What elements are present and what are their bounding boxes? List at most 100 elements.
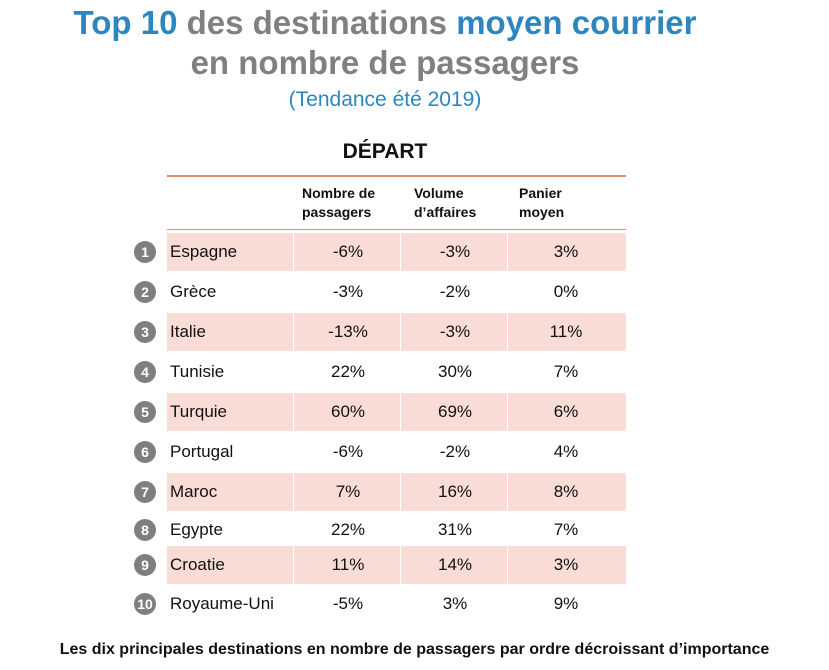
column-separator xyxy=(293,433,294,471)
destination-name: Maroc xyxy=(170,482,218,501)
page-subtitle: (Tendance été 2019) xyxy=(288,88,482,111)
section-heading: DÉPART xyxy=(342,140,428,163)
column-separator xyxy=(400,473,401,511)
value-panier: 11% xyxy=(549,322,583,341)
column-separator xyxy=(293,546,294,584)
table-caption: Les dix principales destinations en nomb… xyxy=(59,641,770,658)
destination-name: Grèce xyxy=(170,282,217,301)
column-header-passagers: Nombre de passagers xyxy=(302,184,375,222)
destination-name: Egypte xyxy=(170,520,223,539)
column-separator xyxy=(400,313,401,351)
column-separator xyxy=(507,393,508,431)
table-row: 4 Tunisie 22% 30% 7% xyxy=(130,353,626,391)
column-separator xyxy=(507,273,508,311)
column-separator xyxy=(293,273,294,311)
row-band xyxy=(167,233,626,271)
value-panier: 3% xyxy=(553,555,579,574)
rank-badge: 5 xyxy=(134,401,156,423)
table-row: 3 Italie -13% -3% 11% xyxy=(130,313,626,351)
value-passagers: -3% xyxy=(332,282,364,301)
column-separator xyxy=(507,233,508,271)
column-separator xyxy=(293,353,294,391)
title-accent-2: moyen courrier xyxy=(456,4,697,41)
column-separator xyxy=(400,273,401,311)
column-separator xyxy=(293,313,294,351)
value-passagers: -13% xyxy=(328,322,368,341)
destination-name: Turquie xyxy=(170,402,228,421)
value-passagers: 22% xyxy=(330,520,366,539)
table-top-rule xyxy=(167,175,626,177)
column-header-line: moyen xyxy=(519,204,565,220)
value-passagers: -5% xyxy=(332,594,364,613)
column-separator xyxy=(400,233,401,271)
rank-badge: 8 xyxy=(134,519,156,541)
column-separator xyxy=(507,313,508,351)
value-passagers: 60% xyxy=(330,402,366,421)
column-separator xyxy=(507,585,508,623)
value-panier: 7% xyxy=(553,362,579,381)
column-header-line: Panier xyxy=(519,185,562,201)
value-volume: 16% xyxy=(437,482,473,501)
destination-name: Royaume-Uni xyxy=(170,594,274,613)
table-row: 8 Egypte 22% 31% 7% xyxy=(130,511,626,549)
column-separator xyxy=(293,233,294,271)
column-header-line: passagers xyxy=(302,204,372,220)
value-volume: 30% xyxy=(437,362,473,381)
page-title-line-2: en nombre de passagers xyxy=(190,44,580,81)
title-accent: Top 10 xyxy=(73,4,178,41)
column-separator xyxy=(293,585,294,623)
column-separator xyxy=(400,546,401,584)
table-row: 5 Turquie 60% 69% 6% xyxy=(130,393,626,431)
column-header-panier: Panier moyen xyxy=(519,184,564,222)
table-row: 7 Maroc 7% 16% 8% xyxy=(130,473,626,511)
row-band xyxy=(167,473,626,511)
destination-name: Croatie xyxy=(170,555,225,574)
column-separator xyxy=(400,433,401,471)
value-volume: -2% xyxy=(439,442,471,461)
value-volume: 31% xyxy=(437,520,473,539)
row-band xyxy=(167,393,626,431)
rank-badge: 9 xyxy=(134,554,156,576)
column-separator xyxy=(400,511,401,549)
destination-name: Espagne xyxy=(170,242,238,261)
value-panier: 3% xyxy=(553,242,579,261)
value-passagers: 22% xyxy=(330,362,366,381)
page-title: Top 10 des destinations moyen courrier xyxy=(0,4,770,42)
column-separator xyxy=(507,511,508,549)
destination-name: Tunisie xyxy=(170,362,225,381)
value-panier: 6% xyxy=(553,402,579,421)
value-volume: -2% xyxy=(439,282,471,301)
value-panier: 7% xyxy=(553,520,579,539)
title-mid: des destinations xyxy=(177,4,457,41)
rank-badge: 1 xyxy=(134,241,156,263)
column-separator xyxy=(400,353,401,391)
column-separator xyxy=(507,546,508,584)
column-header-line: Volume xyxy=(414,185,464,201)
column-header-line: Nombre de xyxy=(302,185,376,201)
value-passagers: -6% xyxy=(332,442,364,461)
rank-badge: 6 xyxy=(134,441,156,463)
column-separator xyxy=(293,511,294,549)
value-volume: -3% xyxy=(439,242,471,261)
column-separator xyxy=(293,473,294,511)
rank-badge: 7 xyxy=(134,481,156,503)
column-separator xyxy=(400,393,401,431)
rank-badge: 10 xyxy=(134,593,156,615)
value-passagers: -6% xyxy=(332,242,364,261)
column-separator xyxy=(507,473,508,511)
rank-badge: 2 xyxy=(134,281,156,303)
column-separator xyxy=(293,393,294,431)
table-header-rule xyxy=(167,229,626,230)
column-separator xyxy=(507,433,508,471)
value-passagers: 7% xyxy=(335,482,361,501)
table-row: 9 Croatie 11% 14% 3% xyxy=(130,546,626,584)
table-row: 2 Grèce -3% -2% 0% xyxy=(130,273,626,311)
row-band xyxy=(167,546,626,584)
column-separator xyxy=(400,585,401,623)
value-panier: 9% xyxy=(553,594,579,613)
rank-badge: 3 xyxy=(134,321,156,343)
column-header-volume: Volume d’affaires xyxy=(414,184,476,222)
value-passagers: 11% xyxy=(331,555,365,574)
table-row: 6 Portugal -6% -2% 4% xyxy=(130,433,626,471)
value-volume: 14% xyxy=(437,555,473,574)
